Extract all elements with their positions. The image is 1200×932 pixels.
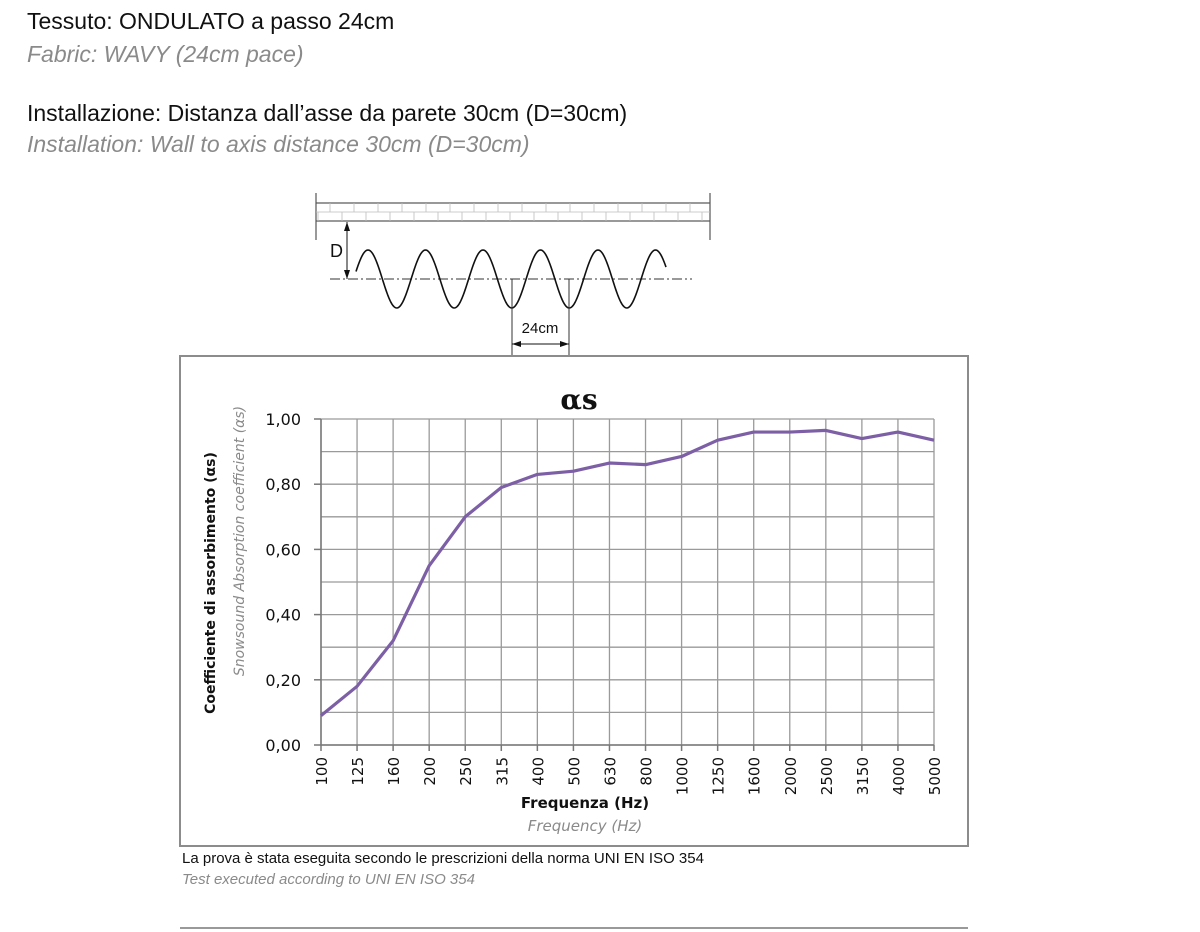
x-tick-label: 4000: [890, 757, 908, 795]
d-dimension: [344, 222, 350, 279]
y-tick-labels: 0,00 0,20 0,40 0,60 0,80 1,00: [265, 410, 301, 755]
x-tick-label: 1250: [710, 757, 728, 795]
y-axis-label: Coefficiente di assorbimento (αs): [203, 452, 219, 714]
x-tick-label: 125: [349, 757, 367, 786]
bottom-divider: [180, 927, 968, 929]
x-tick-label: 800: [638, 757, 656, 786]
x-tick-label: 200: [421, 757, 439, 786]
test-note: La prova è stata eseguita secondo le pre…: [182, 850, 704, 867]
x-tick-label: 160: [385, 757, 403, 786]
y-tick-label: 0,60: [265, 540, 301, 559]
x-tick-label: 5000: [926, 757, 944, 795]
x-tick-label: 500: [565, 757, 583, 786]
fabric-title: Tessuto: ONDULATO a passo 24cm: [27, 8, 395, 34]
installation-title-en: Installation: Wall to axis distance 30cm…: [27, 131, 530, 157]
pitch-label: 24cm: [522, 320, 559, 337]
test-note-en: Test executed according to UNI EN ISO 35…: [182, 871, 475, 888]
pitch-dimension: [511, 279, 570, 356]
x-axis-label: Frequenza (Hz): [521, 794, 649, 812]
chart-title: αs: [560, 383, 597, 416]
chart-grid: [320, 418, 935, 746]
installation-diagram: D 24cm: [315, 193, 711, 356]
y-tick-label: 0,00: [265, 736, 301, 755]
x-tick-label: 3150: [854, 757, 872, 795]
y-tick-label: 0,40: [265, 606, 301, 625]
y-tick-label: 0,20: [265, 671, 301, 690]
wall: [315, 193, 711, 240]
d-label: D: [330, 241, 343, 261]
absorption-chart: 0,00 0,20 0,40 0,60 0,80 1,00 100 125 160 200 250…: [203, 383, 944, 835]
wavy-fabric: [355, 249, 667, 309]
x-axis-label-en: Frequency (Hz): [528, 817, 643, 835]
x-tick-label: 2500: [818, 757, 836, 795]
x-tick-label: 630: [601, 757, 619, 786]
x-tick-label: 1000: [674, 757, 692, 795]
y-tick-label: 1,00: [265, 410, 301, 429]
chart-frame: 0,00 0,20 0,40 0,60 0,80 1,00 100 125 160 200 250…: [179, 355, 969, 847]
x-tick-label: 250: [457, 757, 475, 786]
x-tick-label: 400: [529, 757, 547, 786]
x-tick-label: 315: [493, 757, 511, 786]
series-line: [319, 428, 935, 717]
x-tick-label: 2000: [782, 757, 800, 795]
y-tick-label: 0,80: [265, 475, 301, 494]
installation-title: Installazione: Distanza dall’asse da par…: [27, 100, 628, 126]
chart-axes: [314, 418, 935, 751]
x-tick-label: 1600: [746, 757, 764, 795]
x-tick-labels: 100 125 160 200 250 315 400 500 630 800 1000 1250 16…: [313, 757, 944, 795]
fabric-title-en: Fabric: WAVY (24cm pace): [27, 41, 304, 67]
y-axis-label-en: Snowsound Absorption coefficient (αs): [232, 406, 248, 676]
x-tick-label: 100: [313, 757, 331, 786]
